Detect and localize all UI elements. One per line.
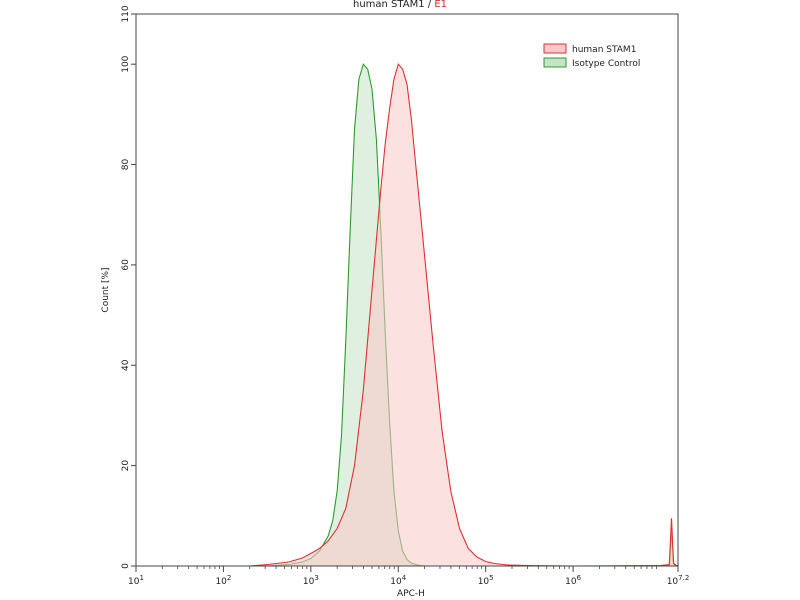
series-area-human-stam1	[249, 64, 678, 566]
chart-title-separator: /	[424, 0, 435, 10]
y-tick-label: 110	[121, 5, 131, 22]
chart-title: human STAM1 / E1	[0, 0, 800, 10]
series-line-human-stam1	[249, 63, 679, 567]
y-tick-label: 80	[121, 159, 131, 171]
y-tick-label: 40	[121, 359, 131, 371]
y-tick-label: 20	[121, 460, 131, 472]
y-tick-label: 60	[121, 259, 131, 271]
axes-layer: 0 20 40 60 80 100 110 101 102 103 104 105 106 107.2 AP…	[101, 5, 689, 599]
x-tick-label: 107.2	[667, 574, 690, 587]
x-axis-label: APC-H	[397, 589, 425, 599]
legend-label-isotype-control: Isotype Control	[572, 59, 640, 69]
x-tick-label: 106	[565, 574, 581, 587]
y-tick-label: 0	[121, 563, 131, 569]
chart-title-main: human STAM1	[353, 0, 425, 10]
legend-swatch-isotype-control	[543, 57, 567, 68]
legend-label-human-stam1: human STAM1	[572, 45, 636, 55]
x-tick-label: 103	[303, 574, 319, 587]
x-tick-label: 102	[215, 574, 231, 587]
series-area-isotype-control	[265, 64, 678, 566]
series-layer	[249, 63, 679, 567]
legend-swatch-human-stam1	[543, 43, 567, 54]
series-line-isotype-control	[265, 63, 679, 567]
y-tick-label: 100	[121, 55, 131, 72]
x-tick-label: 101	[128, 574, 144, 587]
x-tick-label: 105	[478, 574, 494, 587]
x-tick-label: 104	[390, 574, 406, 587]
chart-title-suffix: E1	[434, 0, 447, 10]
legend: human STAM1 Isotype Control	[543, 43, 640, 69]
y-axis-label: Count [%]	[101, 267, 111, 312]
plot-frame	[135, 13, 679, 567]
